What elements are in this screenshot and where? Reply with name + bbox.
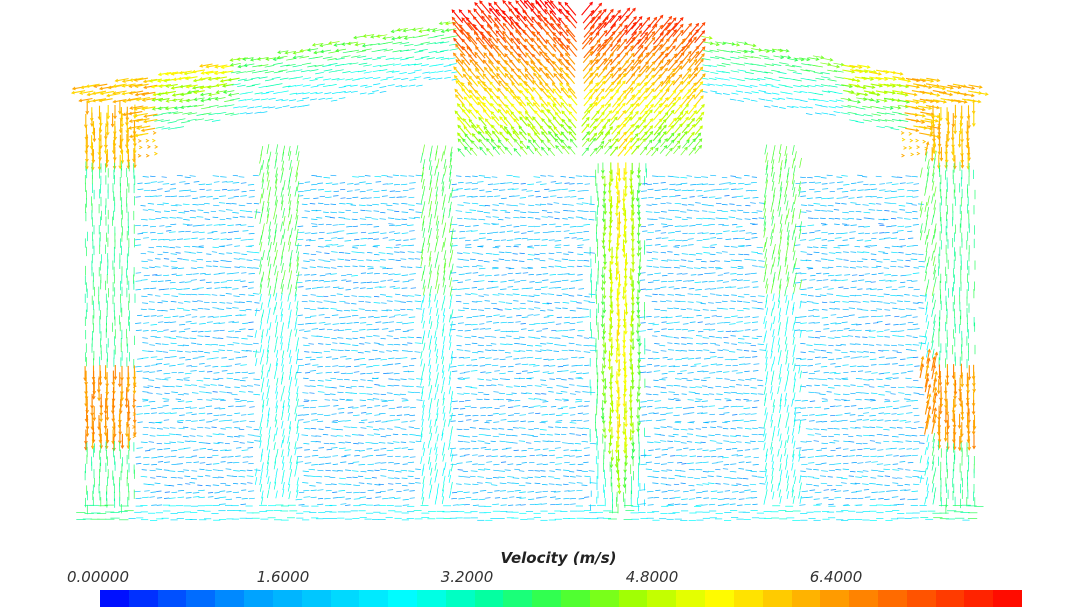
colorbar-band	[647, 590, 677, 607]
colorbar-band	[964, 590, 994, 607]
velocity-vector-field	[70, 0, 989, 521]
colorbar-band	[589, 590, 619, 607]
colorbar-band	[561, 590, 590, 607]
colorbar-band	[733, 590, 763, 607]
colorbar-band	[849, 590, 878, 607]
colorbar-band	[820, 590, 850, 607]
colorbar-band	[272, 590, 302, 607]
colorbar-band	[301, 590, 331, 607]
colorbar-band	[906, 590, 936, 607]
colorbar-band	[618, 590, 648, 607]
colorbar-band	[330, 590, 360, 607]
colorbar-band	[474, 590, 504, 607]
colorbar-band	[676, 590, 706, 607]
colorbar-band	[762, 590, 792, 607]
scalar-bar-tick-label: 6.4000	[809, 568, 863, 586]
colorbar-band	[128, 590, 158, 607]
colorbar-band	[791, 590, 821, 607]
colorbar-band	[215, 590, 245, 607]
colorbar-band	[532, 590, 561, 607]
colorbar-band	[445, 590, 475, 607]
colorbar-band	[935, 590, 965, 607]
colorbar-band	[503, 590, 533, 607]
colorbar-band	[416, 590, 446, 607]
colorbar-band	[705, 590, 734, 607]
colorbar-band	[359, 590, 389, 607]
colorbar-band	[993, 590, 1022, 607]
vector-arrows	[70, 0, 989, 521]
scalar-bar-tick-label: 4.8000	[625, 568, 679, 586]
colorbar-band	[244, 590, 273, 607]
scalar-bar-colorbar	[100, 590, 1022, 607]
colorbar-band	[388, 590, 417, 607]
scalar-bar-tick-label: 0.00000	[66, 568, 130, 586]
colorbar-band	[877, 590, 907, 607]
scalar-bar-tick-label: 1.6000	[256, 568, 310, 586]
colorbar-band	[157, 590, 187, 607]
colorbar-band	[100, 590, 129, 607]
colorbar-band	[186, 590, 216, 607]
scalar-bar-title: Velocity (m/s)	[500, 549, 617, 567]
scalar-bar-tick-label: 3.2000	[440, 568, 494, 586]
